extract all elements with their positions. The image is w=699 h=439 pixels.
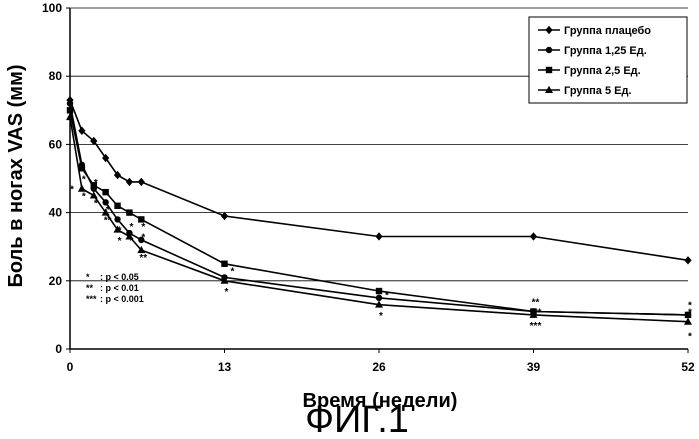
significance-label: : p < 0.001 (100, 294, 144, 304)
diamond-point (138, 178, 145, 186)
diamond-point (530, 232, 537, 240)
significance-mark: *** (530, 321, 542, 332)
diamond-point (221, 212, 228, 220)
significance-mark: * (379, 311, 383, 322)
legend-marker (546, 47, 552, 53)
y-tick-label: 100 (42, 1, 62, 15)
legend-marker (546, 67, 552, 73)
x-tick-label: 52 (681, 360, 695, 374)
x-tick-label: 13 (218, 360, 232, 374)
significance-mark: ** (139, 253, 147, 264)
legend-label: Группа 5 Ед. (564, 85, 632, 97)
y-tick-label: 0 (55, 342, 62, 356)
data-series (66, 96, 692, 325)
significance-mark: ** (104, 215, 112, 226)
significance-symbol: * (86, 272, 90, 282)
figure-caption: ФИГ.1 (305, 399, 409, 439)
circle-point (67, 100, 73, 106)
y-axis-title: Боль в ногах VAS (мм) (5, 64, 27, 287)
legend-label: Группа 1,25 Ед. (564, 45, 647, 57)
y-tick-label: 20 (49, 274, 63, 288)
significance-mark: * (225, 287, 229, 298)
significance-mark: * (129, 222, 133, 233)
significance-legend-item: ***: p < 0.001 (86, 294, 144, 304)
significance-mark: * (118, 236, 122, 247)
significance-label: : p < 0.05 (100, 272, 139, 282)
square-point (114, 203, 120, 209)
significance-mark: *** (530, 307, 542, 318)
significance-mark: * (141, 232, 145, 243)
significance-symbol: ** (86, 283, 94, 293)
significance-mark: * (94, 178, 98, 189)
series-1 (66, 96, 691, 265)
significance-mark: * (82, 175, 86, 186)
diamond-point (375, 232, 382, 240)
legend-label: Группа плацебо (564, 25, 651, 37)
y-tick-label: 80 (49, 69, 63, 83)
legend-label: Группа 2,5 Ед. (564, 65, 641, 77)
significance-legend-item: ** : p < 0.01 (86, 283, 139, 293)
significance-mark: * (82, 192, 86, 203)
significance-legend: * : p < 0.05 ** : p < 0.01***: p < 0.001 (86, 272, 144, 304)
square-point (126, 209, 132, 215)
significance-mark: * (230, 267, 234, 278)
square-point (102, 189, 108, 195)
significance-mark: * (688, 331, 692, 342)
square-point (376, 288, 382, 294)
circle-point (114, 216, 120, 222)
circle-point (376, 295, 382, 301)
x-tick-label: 39 (527, 360, 541, 374)
legend: Группа плацебо Группа 1,25 Ед. Группа 2,5 … (529, 17, 687, 103)
significance-label: : p < 0.01 (100, 283, 139, 293)
series-2 (67, 100, 691, 318)
square-point (221, 261, 227, 267)
significance-mark: * (70, 185, 74, 196)
y-tick-label: 40 (49, 206, 63, 220)
significance-symbol: *** (86, 294, 97, 304)
x-tick-label: 0 (67, 360, 74, 374)
square-point (67, 107, 73, 113)
significance-mark: * (129, 236, 133, 247)
significance-mark: * (385, 290, 389, 301)
diamond-point (684, 256, 691, 264)
x-tick-label: 26 (372, 360, 386, 374)
series-line (70, 104, 688, 315)
diamond-point (126, 178, 133, 186)
significance-mark: * (688, 307, 692, 318)
significance-mark: * (94, 198, 98, 209)
y-tick-label: 60 (49, 137, 63, 151)
